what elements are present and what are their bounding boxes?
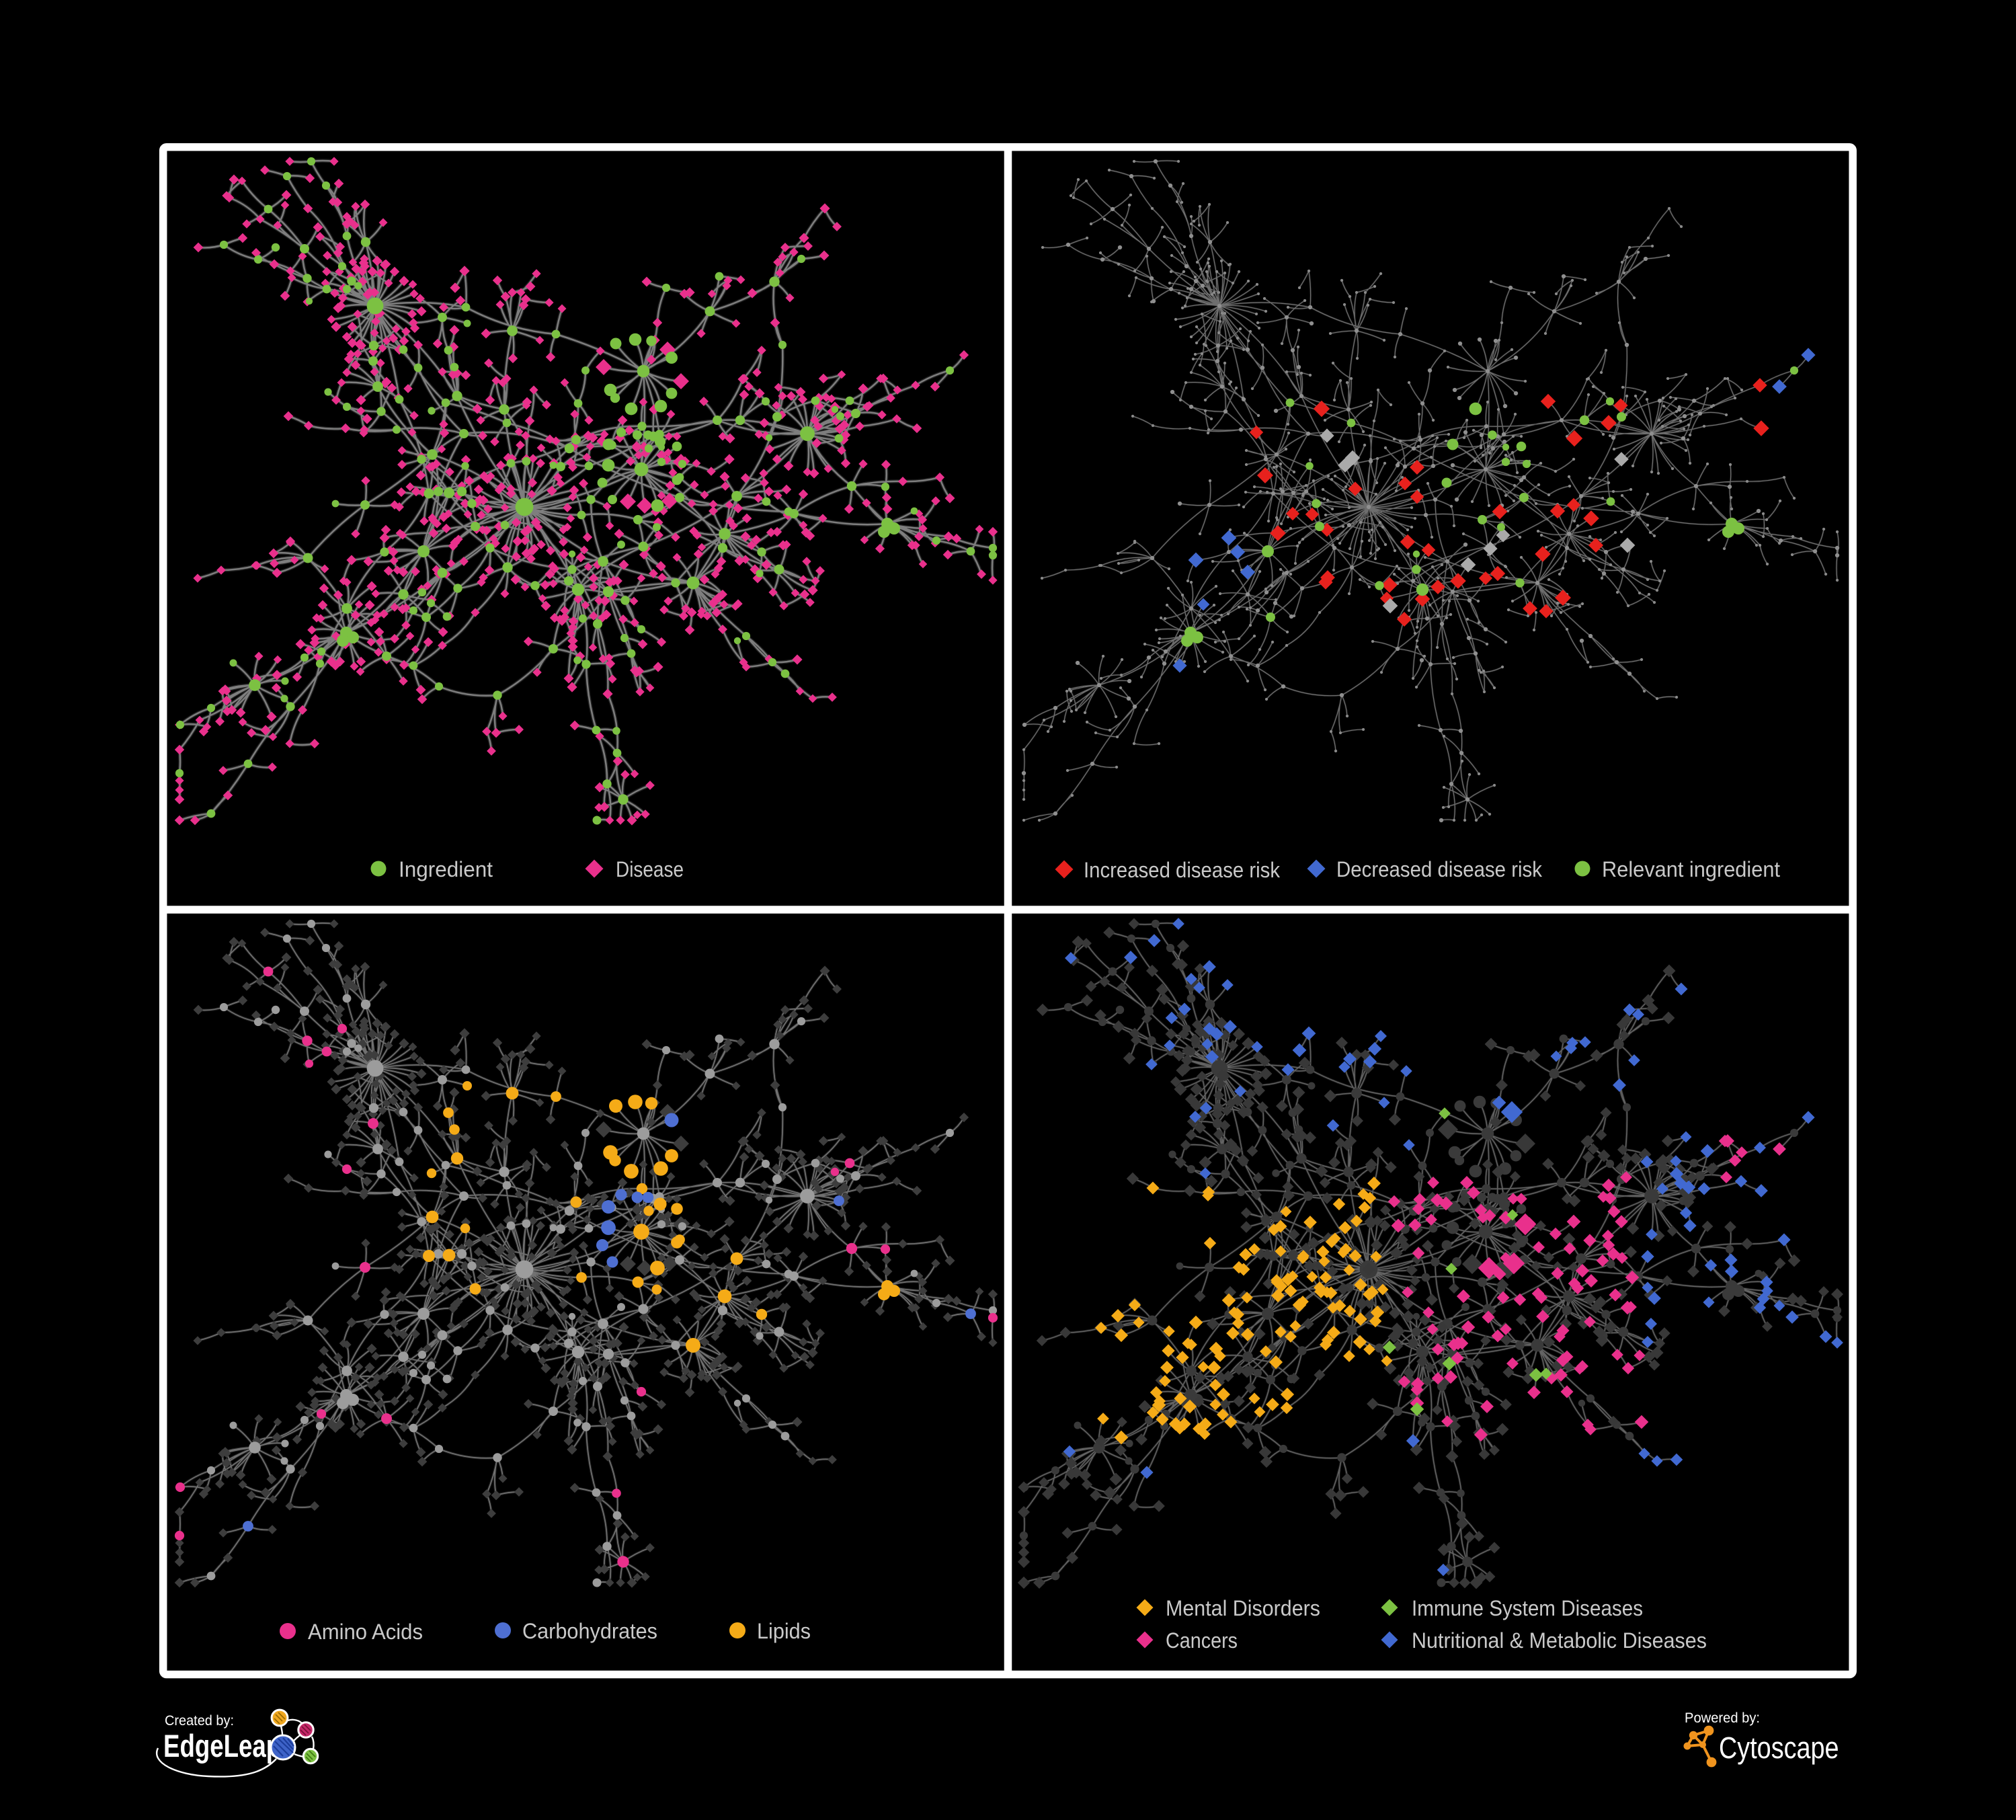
svg-text:Decreased disease risk: Decreased disease risk xyxy=(1336,857,1543,881)
svg-text:Increased disease risk: Increased disease risk xyxy=(1084,858,1281,882)
svg-text:Carbohydrates: Carbohydrates xyxy=(522,1619,657,1643)
svg-text:Mental Disorders: Mental Disorders xyxy=(1166,1596,1320,1620)
svg-text:Cytoscape: Cytoscape xyxy=(1719,1731,1839,1765)
svg-text:EdgeLeap: EdgeLeap xyxy=(163,1729,281,1764)
svg-text:Nutritional & Metabolic Diseas: Nutritional & Metabolic Diseases xyxy=(1412,1628,1707,1653)
svg-text:Lipids: Lipids xyxy=(757,1619,811,1643)
svg-text:Powered by:: Powered by: xyxy=(1685,1710,1760,1726)
svg-text:Amino Acids: Amino Acids xyxy=(308,1620,423,1644)
svg-text:Created by:: Created by: xyxy=(165,1713,234,1729)
svg-text:Cancers: Cancers xyxy=(1166,1628,1238,1653)
svg-text:Immune System Diseases: Immune System Diseases xyxy=(1412,1596,1643,1620)
svg-text:Relevant ingredient: Relevant ingredient xyxy=(1602,857,1780,881)
svg-text:Ingredient: Ingredient xyxy=(399,857,493,881)
svg-text:Disease: Disease xyxy=(616,857,684,881)
